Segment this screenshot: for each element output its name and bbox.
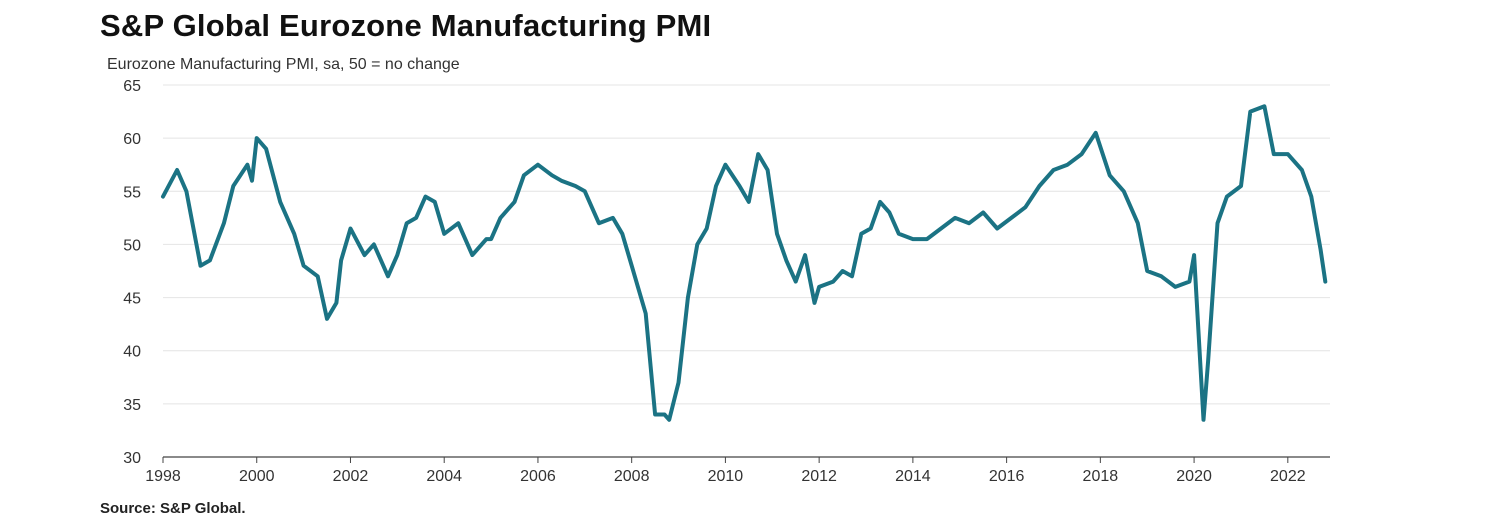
chart-subtitle: Eurozone Manufacturing PMI, sa, 50 = no … — [107, 56, 460, 73]
y-axis-ticks: 30 35 40 45 50 55 60 65 — [123, 78, 141, 467]
chart-title: S&P Global Eurozone Manufacturing PMI — [100, 8, 712, 43]
series-line-0 — [161, 104, 1328, 422]
y-tick-label: 50 — [123, 237, 141, 254]
x-axis: 1998 2000 2002 2004 2006 2008 2010 2012 2014 2016… — [145, 456, 1330, 485]
x-tick-label: 2016 — [989, 468, 1025, 485]
x-tick-label: 2006 — [520, 468, 556, 485]
x-tick-label: 2022 — [1270, 468, 1306, 485]
y-tick-label: 40 — [123, 344, 141, 361]
y-tick-label: 55 — [123, 184, 141, 201]
y-tick-label: 65 — [123, 78, 141, 95]
x-tick-label: 2000 — [239, 468, 275, 485]
y-tick-label: 30 — [123, 450, 141, 467]
x-tick-label: 1998 — [145, 468, 181, 485]
y-tick-label: 60 — [123, 131, 141, 148]
x-tick-label: 2012 — [801, 468, 837, 485]
source-note: Source: S&P Global. — [100, 500, 246, 517]
series-lines — [161, 104, 1328, 422]
x-tick-label: 2004 — [426, 468, 462, 485]
x-tick-label: 2020 — [1176, 468, 1212, 485]
x-tick-label: 2010 — [708, 468, 744, 485]
gridlines — [163, 84, 1330, 405]
x-tick-label: 2018 — [1083, 468, 1119, 485]
x-tick-label: 2008 — [614, 468, 650, 485]
x-tick-label: 2002 — [333, 468, 369, 485]
x-tick-label: 2014 — [895, 468, 931, 485]
y-tick-label: 45 — [123, 291, 141, 308]
y-tick-label: 35 — [123, 397, 141, 414]
